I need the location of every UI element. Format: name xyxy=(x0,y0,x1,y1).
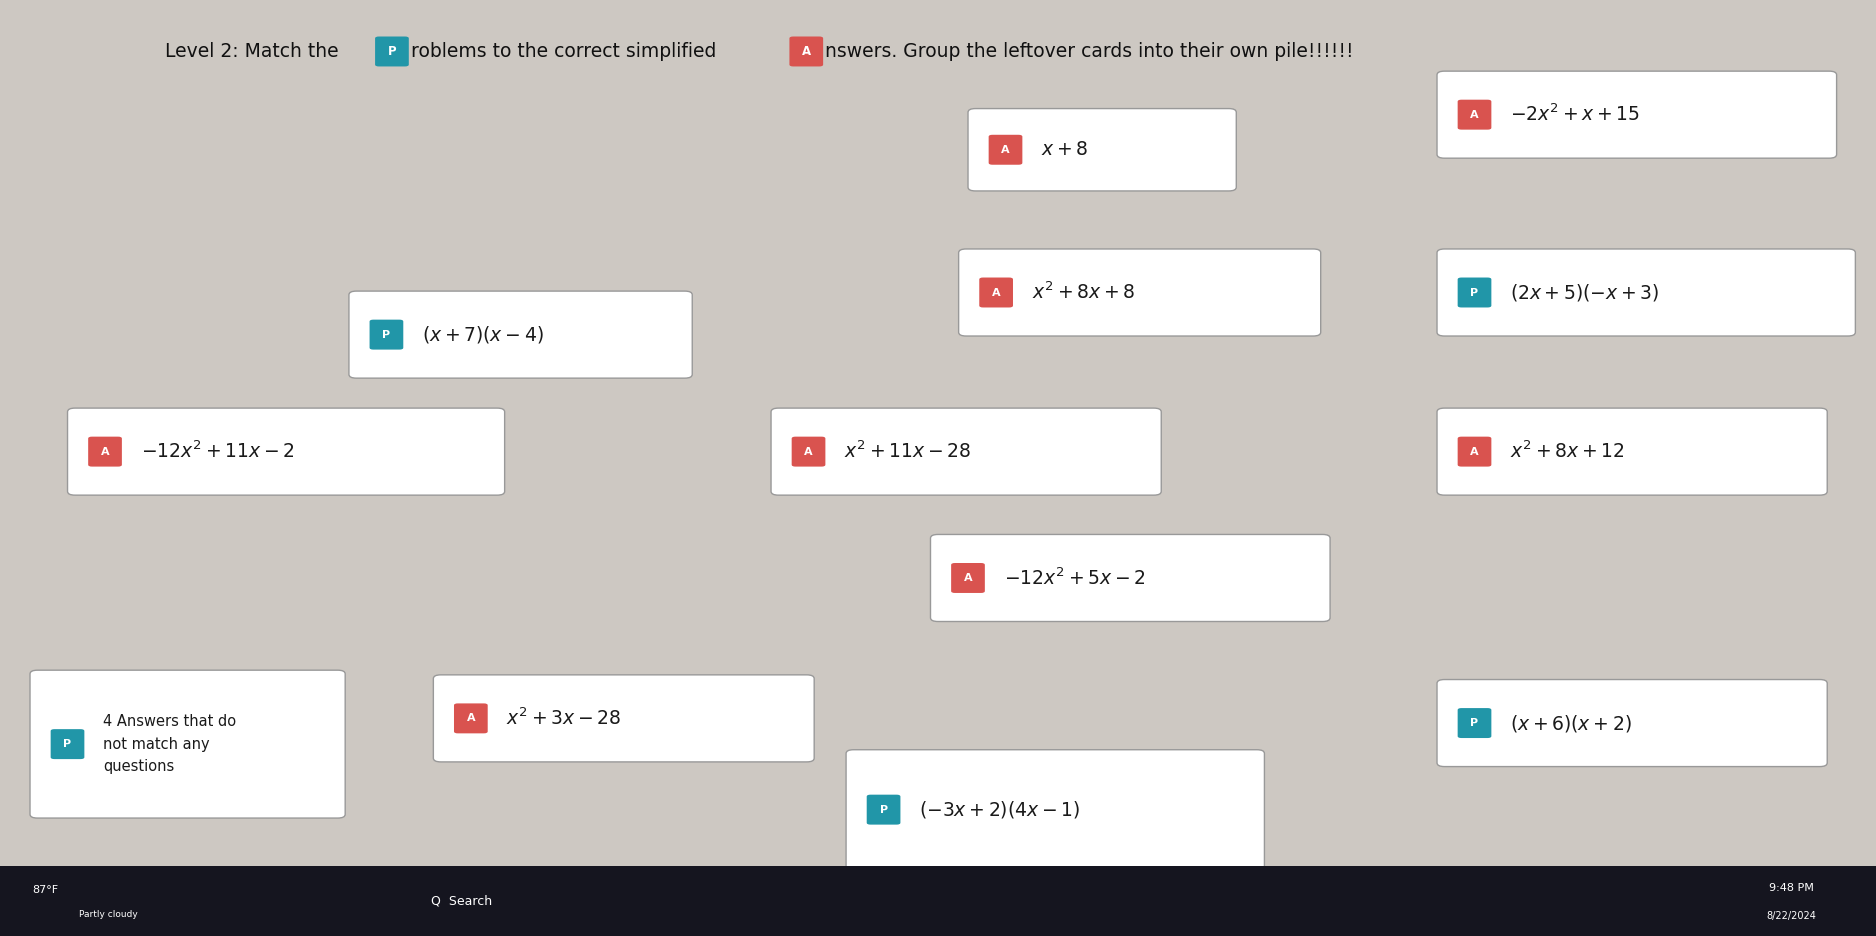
FancyBboxPatch shape xyxy=(1437,680,1827,767)
Text: $x^2+8x+8$: $x^2+8x+8$ xyxy=(1032,282,1135,303)
FancyBboxPatch shape xyxy=(68,408,505,495)
Text: P: P xyxy=(64,739,71,749)
FancyBboxPatch shape xyxy=(1437,71,1837,158)
Text: Q  Search: Q Search xyxy=(431,895,493,907)
Text: $(x+6)(x+2)$: $(x+6)(x+2)$ xyxy=(1510,712,1632,734)
Text: P: P xyxy=(1471,287,1478,298)
Text: 4 Answers that do
not match any
questions: 4 Answers that do not match any question… xyxy=(103,714,236,774)
FancyBboxPatch shape xyxy=(30,670,345,818)
Text: A: A xyxy=(992,287,1000,298)
Text: 9:48 PM: 9:48 PM xyxy=(1769,884,1814,893)
FancyBboxPatch shape xyxy=(1458,277,1491,307)
FancyBboxPatch shape xyxy=(959,249,1321,336)
FancyBboxPatch shape xyxy=(930,534,1330,622)
Text: A: A xyxy=(964,573,972,583)
Text: roblems to the correct simplified: roblems to the correct simplified xyxy=(411,42,722,61)
Text: $-2x^2+x+15$: $-2x^2+x+15$ xyxy=(1510,104,1640,125)
FancyBboxPatch shape xyxy=(846,750,1264,870)
Text: $-12x^2+11x-2$: $-12x^2+11x-2$ xyxy=(141,441,295,462)
FancyBboxPatch shape xyxy=(771,408,1161,495)
FancyBboxPatch shape xyxy=(1458,708,1491,738)
Text: A: A xyxy=(1002,145,1009,154)
FancyBboxPatch shape xyxy=(1437,249,1855,336)
FancyBboxPatch shape xyxy=(0,866,1876,936)
Text: $x+8$: $x+8$ xyxy=(1041,140,1088,159)
Text: 87°F: 87°F xyxy=(32,885,58,896)
Text: A: A xyxy=(467,713,475,724)
Text: $(2x+5)(-x+3)$: $(2x+5)(-x+3)$ xyxy=(1510,282,1660,303)
FancyBboxPatch shape xyxy=(1437,408,1827,495)
Text: Level 2: Match the: Level 2: Match the xyxy=(165,42,345,61)
Text: P: P xyxy=(880,805,887,814)
Text: $(x+7)(x-4)$: $(x+7)(x-4)$ xyxy=(422,324,544,345)
FancyBboxPatch shape xyxy=(989,135,1022,165)
FancyBboxPatch shape xyxy=(979,277,1013,307)
FancyBboxPatch shape xyxy=(790,37,824,66)
FancyBboxPatch shape xyxy=(867,795,900,825)
Text: 8/22/2024: 8/22/2024 xyxy=(1767,912,1816,921)
Text: P: P xyxy=(383,329,390,340)
Text: A: A xyxy=(1471,110,1478,120)
Text: A: A xyxy=(1471,446,1478,457)
FancyBboxPatch shape xyxy=(433,675,814,762)
FancyBboxPatch shape xyxy=(349,291,692,378)
FancyBboxPatch shape xyxy=(1458,436,1491,467)
FancyBboxPatch shape xyxy=(792,436,825,467)
Text: $x^2+3x-28$: $x^2+3x-28$ xyxy=(507,708,621,729)
Text: nswers. Group the leftover cards into their own pile!!!!!!: nswers. Group the leftover cards into th… xyxy=(825,42,1354,61)
Text: A: A xyxy=(801,45,810,58)
Text: P: P xyxy=(1471,718,1478,728)
Text: A: A xyxy=(805,446,812,457)
Text: $x^2+11x-28$: $x^2+11x-28$ xyxy=(844,441,972,462)
Text: $(-3x+2)(4x-1)$: $(-3x+2)(4x-1)$ xyxy=(919,799,1081,820)
Text: P: P xyxy=(388,45,396,58)
FancyBboxPatch shape xyxy=(951,563,985,593)
FancyBboxPatch shape xyxy=(88,436,122,467)
FancyBboxPatch shape xyxy=(454,704,488,734)
Text: Partly cloudy: Partly cloudy xyxy=(79,911,137,919)
FancyBboxPatch shape xyxy=(968,109,1236,191)
FancyBboxPatch shape xyxy=(375,37,409,66)
Text: $-12x^2+5x-2$: $-12x^2+5x-2$ xyxy=(1004,567,1144,589)
FancyBboxPatch shape xyxy=(370,319,403,349)
FancyBboxPatch shape xyxy=(1458,100,1491,129)
Text: $x^2+8x+12$: $x^2+8x+12$ xyxy=(1510,441,1625,462)
FancyBboxPatch shape xyxy=(51,729,84,759)
Text: A: A xyxy=(101,446,109,457)
